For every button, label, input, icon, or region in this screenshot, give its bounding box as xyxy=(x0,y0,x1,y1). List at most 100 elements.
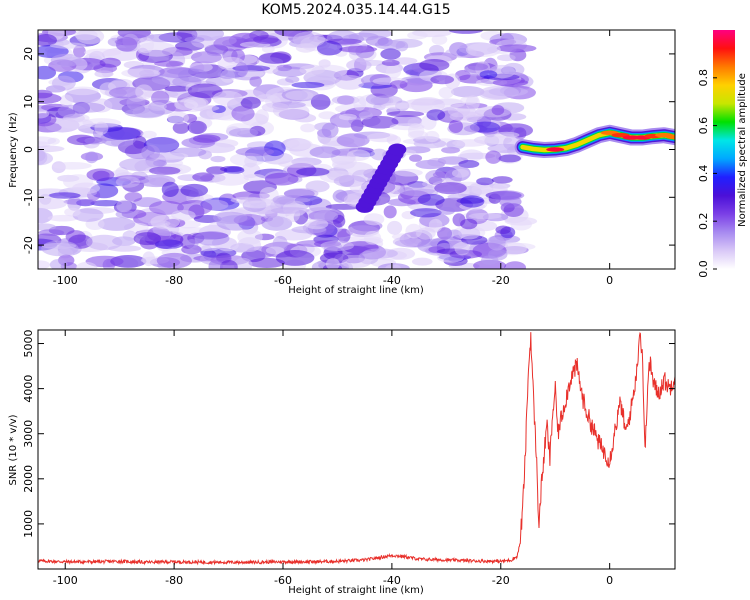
noise-blob xyxy=(212,211,248,224)
noise-blob xyxy=(154,60,184,67)
x-tick-label: -80 xyxy=(165,274,183,287)
noise-blob xyxy=(261,45,275,53)
noise-blob xyxy=(413,139,447,149)
noise-blob xyxy=(164,85,193,92)
noise-blob xyxy=(52,161,92,170)
noise-blob xyxy=(72,182,101,194)
noise-blob xyxy=(142,251,156,267)
noise-blob xyxy=(237,229,263,245)
x-tick-label: -20 xyxy=(492,574,510,587)
noise-blob xyxy=(488,86,529,97)
noise-blob xyxy=(258,52,291,64)
noise-blob xyxy=(316,41,343,56)
noise-blob xyxy=(38,149,48,165)
noise-blob xyxy=(171,209,196,221)
noise-blob xyxy=(64,207,81,217)
noise-blob xyxy=(396,182,436,196)
noise-blob xyxy=(491,105,505,116)
noise-blob xyxy=(264,172,299,186)
x-tick-label: -100 xyxy=(53,574,78,587)
noise-blob xyxy=(490,190,525,201)
noise-blob xyxy=(51,75,76,91)
noise-blob xyxy=(479,70,498,79)
noise-blob xyxy=(217,70,239,79)
y-tick-label: 0 xyxy=(22,146,35,153)
snr-x-label: Height of straight line (km) xyxy=(288,585,424,596)
noise-blob xyxy=(58,118,94,130)
noise-blob xyxy=(76,30,105,45)
noise-blob xyxy=(192,172,215,182)
noise-blob xyxy=(161,181,179,198)
noise-blob xyxy=(85,234,123,251)
spectrogram-x-label: Height of straight line (km) xyxy=(288,285,424,296)
noise-blob xyxy=(256,94,276,103)
noise-blob xyxy=(460,96,479,105)
noise-blob xyxy=(285,76,300,83)
y-tick-label: 10 xyxy=(22,95,35,109)
noise-blob xyxy=(59,94,74,108)
noise-blob xyxy=(75,261,98,269)
noise-blob xyxy=(272,66,307,77)
noise-blob xyxy=(491,176,513,184)
noise-blob xyxy=(394,168,423,177)
noise-blob xyxy=(86,168,115,182)
noise-blob xyxy=(449,111,483,122)
noise-blob xyxy=(180,183,209,197)
noise-blob xyxy=(38,207,53,224)
noise-blob xyxy=(240,96,261,109)
noise-blob xyxy=(57,104,87,118)
noise-blob xyxy=(141,144,161,161)
noise-blob xyxy=(38,109,50,119)
noise-blob xyxy=(341,257,371,269)
noise-blob xyxy=(213,36,250,52)
noise-blob xyxy=(438,207,455,215)
noise-blob xyxy=(495,225,511,235)
noise-blob xyxy=(448,30,484,34)
colorbar: 0.0 0.2 0.4 0.6 0.8 Normalized spectral ampl… xyxy=(697,30,748,278)
noise-blob xyxy=(210,155,226,163)
spectrogram-image xyxy=(38,30,675,269)
noise-blob xyxy=(38,260,51,269)
noise-blob xyxy=(293,113,317,123)
noise-blob xyxy=(48,192,81,199)
colorbar-ticks: 0.0 0.2 0.4 0.6 0.8 xyxy=(697,69,717,278)
noise-blob xyxy=(235,147,275,157)
noise-blob xyxy=(275,249,315,266)
noise-blob xyxy=(270,207,310,214)
noise-blob xyxy=(389,123,425,131)
noise-blob xyxy=(458,226,481,240)
y-tick-label: -20 xyxy=(22,236,35,254)
noise-blob xyxy=(187,120,207,135)
noise-blob xyxy=(386,110,425,118)
spectrogram-y-ticks: -20 -10 0 10 20 xyxy=(22,47,675,254)
noise-blob xyxy=(417,193,445,206)
x-tick-label: -60 xyxy=(274,574,292,587)
noise-blob xyxy=(167,111,190,125)
noise-blob xyxy=(85,151,99,164)
noise-blob xyxy=(409,154,423,162)
noise-blob xyxy=(194,231,230,246)
noise-blob xyxy=(97,217,136,231)
noise-blob xyxy=(102,127,141,140)
noise-blob xyxy=(467,182,494,195)
noise-blob xyxy=(228,128,259,138)
noise-blob xyxy=(206,166,228,175)
noise-blob xyxy=(299,64,325,75)
noise-blob xyxy=(431,34,448,45)
noise-blob xyxy=(212,173,249,186)
x-tick-label: 0 xyxy=(606,574,613,587)
x-tick-label: -80 xyxy=(165,574,183,587)
noise-blob xyxy=(510,218,532,231)
noise-blob xyxy=(151,90,170,106)
y-tick-label: 20 xyxy=(22,47,35,61)
noise-blob xyxy=(430,75,455,85)
noise-blob xyxy=(448,119,463,133)
noise-blob xyxy=(156,252,193,269)
noise-blob xyxy=(214,139,239,148)
noise-blob xyxy=(249,75,262,87)
noise-blob xyxy=(407,130,429,140)
noise-blob xyxy=(122,230,137,241)
noise-blob xyxy=(185,238,199,249)
noise-blob xyxy=(465,42,501,58)
noise-blob xyxy=(496,44,537,53)
